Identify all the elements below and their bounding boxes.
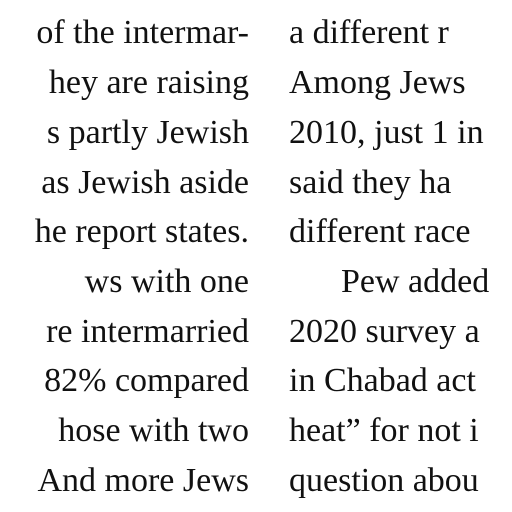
text-line: hey are raising xyxy=(48,64,249,101)
text-line: different race xyxy=(289,213,471,250)
left-text-column: of the intermar- hey are raising s partl… xyxy=(0,0,249,512)
text-line: said they ha xyxy=(289,164,452,201)
text-line: s partly Jewish xyxy=(46,114,249,151)
text-line: 2020 survey a xyxy=(289,313,480,350)
right-text-column: a different r Among Jews 2010, just 1 in… xyxy=(289,0,512,512)
text-line: ws with one xyxy=(84,263,249,300)
text-line: a different r xyxy=(289,14,449,51)
text-line: re intermarried xyxy=(46,313,249,350)
text-line: he report states. xyxy=(34,213,249,250)
text-line: heat” for not i xyxy=(289,412,479,449)
text-line: Among Jews xyxy=(289,64,466,101)
text-line: question abou xyxy=(289,462,479,499)
text-line: 82% compared xyxy=(44,362,249,399)
text-line: hose with two xyxy=(58,412,249,449)
text-line: And more Jews xyxy=(37,462,249,499)
text-line: as Jewish aside xyxy=(41,164,249,201)
text-line: of the intermar- xyxy=(36,14,249,51)
text-line: 2010, just 1 in xyxy=(289,114,484,151)
paragraph-first-line: Pew added xyxy=(341,263,490,300)
text-line: in Chabad act xyxy=(289,362,476,399)
